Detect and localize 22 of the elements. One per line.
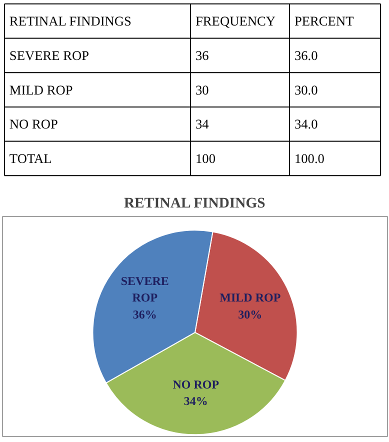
text: SEVERE ROP	[9, 48, 90, 63]
text: PERCENT	[294, 14, 354, 29]
text: 100	[195, 150, 216, 166]
text: FREQUENCY	[195, 14, 276, 29]
text: 30	[195, 82, 210, 98]
data-label: 36%	[132, 307, 157, 322]
text: TOTAL	[9, 150, 52, 166]
text: MILD ROP	[9, 82, 73, 98]
text: 36	[195, 48, 210, 63]
text: RETINAL FINDINGS	[9, 14, 132, 29]
slice-label: NO ROP	[172, 377, 220, 392]
chart-title: RETINAL FINDINGS	[124, 196, 266, 212]
slice-label: MILD ROP	[220, 290, 281, 305]
text: 34	[195, 116, 210, 132]
slice-label: SEVERE ROP	[120, 274, 169, 305]
data-label: 34%	[184, 394, 208, 408]
text: 36.0	[294, 48, 318, 63]
text: NO ROP	[9, 116, 58, 132]
text: 100.0	[294, 150, 325, 166]
text: 34.0	[294, 116, 318, 132]
text: 30.0	[294, 82, 318, 98]
data-label: 30%	[238, 307, 262, 322]
